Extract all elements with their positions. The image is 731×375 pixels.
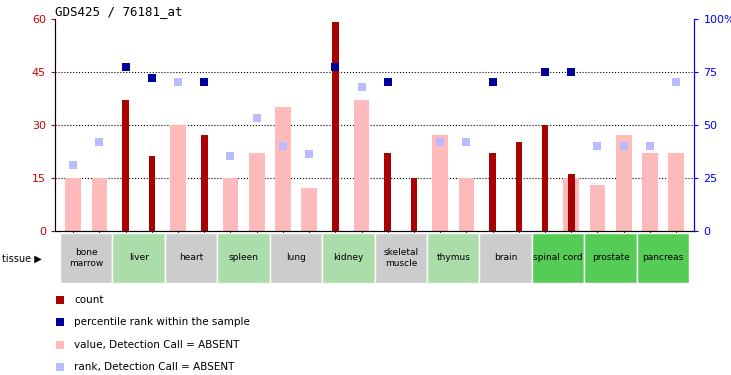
Text: bone
marrow: bone marrow <box>69 248 103 267</box>
Bar <box>170 124 186 231</box>
Text: brain: brain <box>494 254 518 262</box>
Bar <box>148 156 155 231</box>
Bar <box>275 107 291 231</box>
Bar <box>201 135 208 231</box>
Bar <box>637 232 689 283</box>
Bar <box>532 232 584 283</box>
Text: tissue ▶: tissue ▶ <box>2 254 42 264</box>
Bar <box>432 135 448 231</box>
Bar <box>584 232 637 283</box>
Bar <box>458 178 474 231</box>
Bar <box>223 178 238 231</box>
Text: liver: liver <box>129 254 148 262</box>
Bar <box>122 100 129 231</box>
Bar <box>515 142 522 231</box>
Bar <box>249 153 265 231</box>
Bar <box>489 153 496 231</box>
Bar <box>65 178 81 231</box>
Text: spinal cord: spinal cord <box>534 254 583 262</box>
Bar <box>564 178 579 231</box>
Bar <box>113 232 165 283</box>
Text: GDS425 / 76181_at: GDS425 / 76181_at <box>55 4 182 18</box>
Bar <box>385 153 391 231</box>
Bar <box>374 232 427 283</box>
Bar <box>427 232 480 283</box>
Text: value, Detection Call = ABSENT: value, Detection Call = ABSENT <box>74 340 239 350</box>
Text: thymus: thymus <box>436 254 470 262</box>
Text: skeletal
muscle: skeletal muscle <box>383 248 418 267</box>
Bar <box>322 232 374 283</box>
Bar <box>568 174 575 231</box>
Text: kidney: kidney <box>333 254 363 262</box>
Text: count: count <box>74 295 104 305</box>
Bar <box>480 232 532 283</box>
Bar <box>642 153 658 231</box>
Text: spleen: spleen <box>229 254 259 262</box>
Bar <box>301 188 317 231</box>
Bar <box>270 232 322 283</box>
Text: rank, Detection Call = ABSENT: rank, Detection Call = ABSENT <box>74 362 235 372</box>
Bar <box>165 232 217 283</box>
Bar <box>217 232 270 283</box>
Bar <box>542 124 548 231</box>
Text: pancreas: pancreas <box>643 254 683 262</box>
Bar <box>590 185 605 231</box>
Text: lung: lung <box>286 254 306 262</box>
Text: percentile rank within the sample: percentile rank within the sample <box>74 317 250 327</box>
Text: heart: heart <box>179 254 203 262</box>
Bar <box>616 135 632 231</box>
Bar <box>411 178 417 231</box>
Bar <box>332 22 338 231</box>
Text: prostate: prostate <box>591 254 629 262</box>
Bar <box>668 153 684 231</box>
Bar <box>354 100 369 231</box>
Bar <box>60 232 113 283</box>
Bar <box>91 178 107 231</box>
